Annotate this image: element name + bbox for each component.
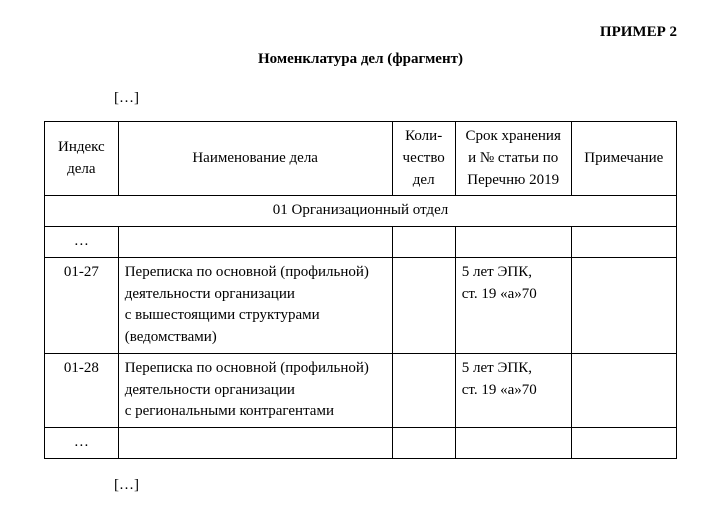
cell-index: 01-27 [45, 257, 119, 353]
top-ellipsis: […] [114, 90, 677, 107]
table-row: 01-27Переписка по основной (профильной)д… [45, 257, 677, 353]
empty-cell [392, 227, 455, 258]
empty-cell [455, 227, 571, 258]
col-header-qty: Коли-чество дел [392, 122, 455, 196]
cell-term: 5 лет ЭПК,ст. 19 «а»70 [455, 257, 571, 353]
col-header-term: Срок хранения и № статьи по Перечню 2019 [455, 122, 571, 196]
cell-note [571, 257, 676, 353]
ellipsis-cell: … [45, 227, 119, 258]
cell-qty [392, 257, 455, 353]
ellipsis-row: … [45, 428, 677, 459]
nomenclature-table: Индекс дела Наименование дела Коли-честв… [44, 121, 677, 459]
example-label: ПРИМЕР 2 [44, 24, 677, 41]
bottom-ellipsis: […] [114, 477, 677, 494]
cell-note [571, 353, 676, 427]
section-title: 01 Организационный отдел [45, 196, 677, 227]
cell-name: Переписка по основной (профильной)деятел… [118, 257, 392, 353]
cell-qty [392, 353, 455, 427]
ellipsis-row: … [45, 227, 677, 258]
table-body: 01 Организационный отдел … 01-27Переписк… [45, 196, 677, 459]
empty-cell [571, 428, 676, 459]
section-row: 01 Организационный отдел [45, 196, 677, 227]
col-header-index: Индекс дела [45, 122, 119, 196]
cell-index: 01-28 [45, 353, 119, 427]
col-header-note: Примечание [571, 122, 676, 196]
table-header-row: Индекс дела Наименование дела Коли-честв… [45, 122, 677, 196]
empty-cell [118, 227, 392, 258]
cell-name: Переписка по основной (профильной)деятел… [118, 353, 392, 427]
empty-cell [392, 428, 455, 459]
cell-term: 5 лет ЭПК,ст. 19 «а»70 [455, 353, 571, 427]
ellipsis-cell: … [45, 428, 119, 459]
table-row: 01-28Переписка по основной (профильной)д… [45, 353, 677, 427]
doc-title: Номенклатура дел (фрагмент) [44, 51, 677, 68]
col-header-name: Наименование дела [118, 122, 392, 196]
empty-cell [118, 428, 392, 459]
empty-cell [455, 428, 571, 459]
empty-cell [571, 227, 676, 258]
